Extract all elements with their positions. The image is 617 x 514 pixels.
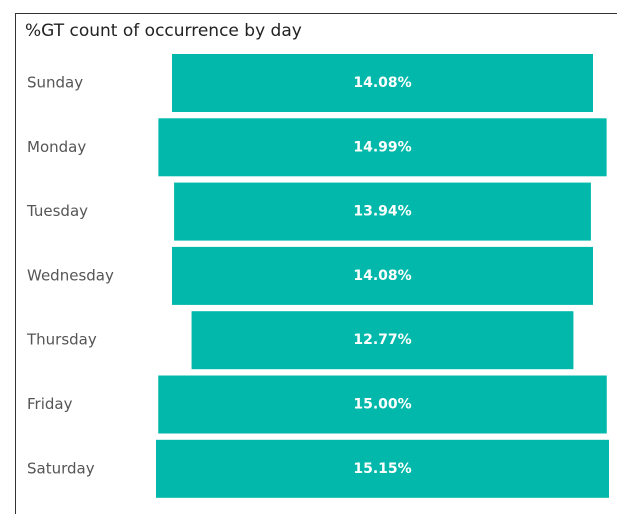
value-label: 12.77% (353, 332, 411, 348)
value-label: 14.08% (353, 268, 411, 284)
funnel-bar (191, 311, 574, 370)
value-label: 13.94% (353, 204, 411, 220)
funnel-bar (171, 246, 594, 305)
category-label: Saturday (27, 459, 95, 477)
category-label: Friday (27, 395, 73, 413)
value-label: 15.15% (353, 461, 411, 477)
category-label: Sunday (27, 74, 83, 92)
category-label: Monday (27, 138, 86, 156)
funnel-bar (171, 54, 594, 112)
category-label: Thursday (26, 331, 97, 349)
value-label: 15.00% (353, 397, 411, 413)
value-label: 14.99% (353, 139, 411, 155)
chart-title: %GT count of occurrence by day (25, 21, 302, 41)
funnel-bar (158, 375, 607, 434)
category-label: Tuesday (26, 202, 88, 220)
funnel-bar (174, 182, 591, 241)
value-label: 14.08% (353, 75, 411, 91)
category-label: Wednesday (27, 266, 114, 284)
funnel-bar (156, 439, 609, 498)
funnel-bar (158, 118, 607, 177)
